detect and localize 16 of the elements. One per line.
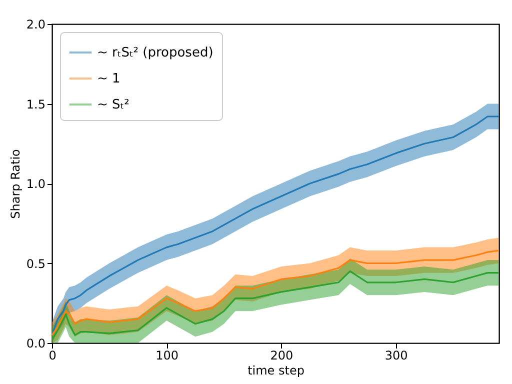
x-tick-label: 300 — [384, 348, 408, 362]
y-tick-label: 1.5 — [26, 97, 46, 112]
y-tick-label: 0.5 — [26, 256, 46, 271]
x-tick-label: 100 — [156, 348, 179, 362]
line-series — [51, 270, 500, 341]
y-tick-label: 0.0 — [26, 336, 46, 350]
x-tick-label: 200 — [270, 348, 294, 362]
y-tick-label: 1.0 — [26, 177, 46, 191]
y-tick-label: 2.0 — [26, 18, 46, 32]
x-axis-title: time step — [248, 364, 304, 378]
legend-label: ∼ 1 — [97, 72, 120, 86]
x-tick-label: 0 — [48, 348, 56, 362]
legend-label: ∼ rₜSₜ² (proposed) — [97, 46, 214, 60]
legend-label: ∼ Sₜ² — [97, 98, 130, 112]
y-axis-title: Sharp Ratio — [8, 149, 22, 219]
line-series — [51, 250, 500, 336]
